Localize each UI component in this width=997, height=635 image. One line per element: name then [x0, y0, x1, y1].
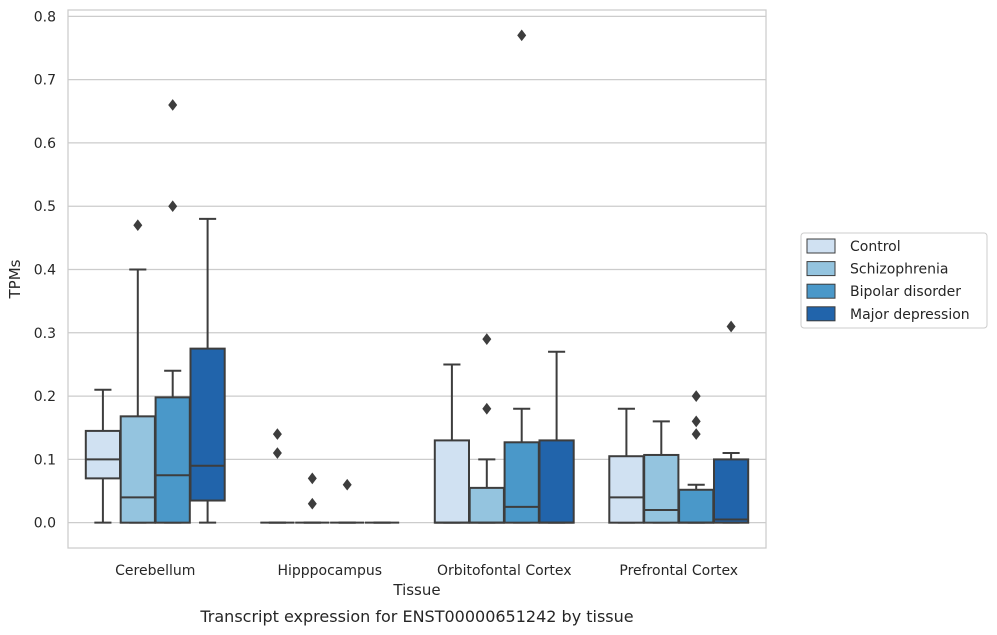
outlier-point [482, 402, 492, 415]
box [538, 439, 575, 524]
outlier-point [133, 219, 143, 232]
box-group [538, 350, 575, 524]
legend-label: Major depression [850, 307, 970, 323]
outlier-point [342, 478, 352, 491]
box [678, 488, 715, 524]
box-group [154, 99, 191, 524]
box-group [643, 420, 680, 524]
box-group [189, 217, 226, 524]
legend: Control Schizophrenia Bipolar disorder Majo… [800, 232, 988, 329]
box-group [712, 320, 750, 524]
y-tick-label: 0.2 [34, 389, 56, 405]
outlier-point [307, 497, 317, 510]
box-group [433, 363, 471, 524]
legend-label: Schizophrenia [850, 262, 948, 278]
box [433, 439, 471, 524]
outlier-point [168, 200, 178, 213]
y-tick-label: 0.3 [34, 326, 56, 342]
box [608, 455, 645, 524]
y-tick-label: 0.5 [34, 199, 56, 215]
x-axis-label: Tissue [392, 581, 440, 599]
box [468, 486, 505, 524]
box-group [295, 472, 330, 524]
y-tick-labels: 0.0 0.1 0.2 0.3 0.4 0.5 0.6 0.7 0.8 [34, 9, 56, 531]
box-group [119, 219, 156, 524]
x-tick-label: Hipppocampus [277, 563, 382, 579]
y-tick-label: 0.4 [34, 263, 56, 279]
y-tick-label: 0.0 [34, 516, 56, 532]
legend-swatch [806, 238, 836, 254]
y-tick-label: 0.8 [34, 9, 56, 25]
box-group [608, 407, 645, 524]
legend-swatch [806, 306, 836, 322]
box [84, 429, 122, 480]
legend-swatch [806, 261, 836, 277]
outlier-point [482, 333, 492, 345]
legend-swatch [806, 283, 836, 299]
outlier-point [168, 99, 178, 111]
outlier-point [272, 428, 282, 440]
y-tick-label: 0.6 [34, 136, 56, 152]
boxes-layer [84, 29, 750, 524]
box-group [503, 29, 540, 524]
legend-label: Control [850, 239, 901, 255]
box [643, 453, 680, 524]
box [119, 415, 156, 524]
x-tick-labels: Cerebellum Hipppocampus Orbitofontal Corte… [115, 563, 738, 579]
outlier-point [726, 320, 736, 333]
box [712, 458, 750, 524]
x-tick-label: Cerebellum [115, 563, 195, 579]
y-tick-label: 0.1 [34, 452, 56, 468]
box-group [468, 333, 505, 524]
outlier-point [691, 428, 701, 440]
outlier-point [307, 472, 317, 485]
outlier-point [691, 390, 701, 402]
plot-frame [67, 9, 767, 549]
chart-caption: Transcript expression for ENST0000065124… [199, 607, 633, 626]
x-tick-label: Orbitofontal Cortex [437, 563, 572, 579]
box [189, 347, 226, 502]
box [154, 396, 191, 524]
y-axis-label: TPMs [6, 259, 24, 299]
outlier-point [691, 415, 701, 428]
box-group [678, 390, 715, 524]
box-group [260, 428, 295, 524]
x-tick-label: Prefrontal Cortex [619, 563, 738, 579]
outlier-point [517, 29, 527, 42]
box [503, 441, 540, 524]
legend-frame [800, 232, 988, 329]
box-group [330, 478, 365, 524]
outlier-point [272, 447, 282, 459]
box-group [84, 388, 122, 524]
legend-label: Bipolar disorder [850, 284, 961, 300]
y-tick-label: 0.7 [34, 73, 56, 89]
